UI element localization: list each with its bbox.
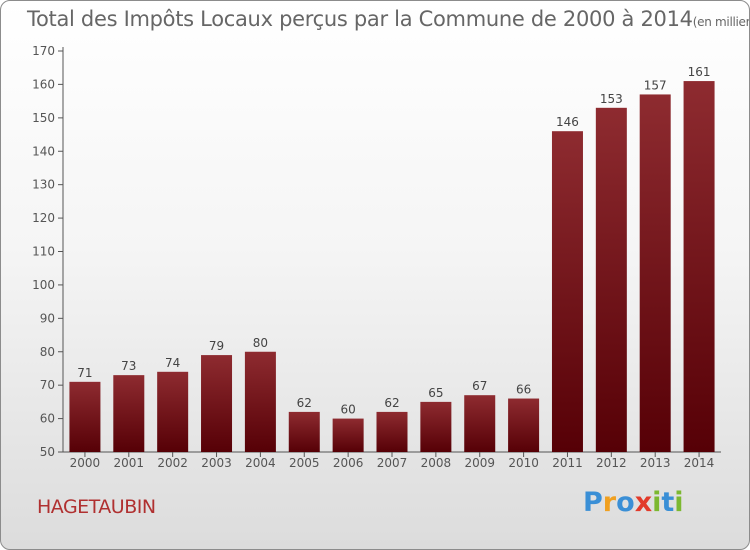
bar	[288, 411, 320, 452]
x-tick-label: 2000	[70, 456, 101, 470]
data-label: 153	[600, 92, 623, 106]
data-label: 65	[428, 386, 443, 400]
y-tick-label: 110	[32, 245, 55, 259]
y-tick-label: 120	[32, 211, 55, 225]
data-label: 62	[297, 396, 312, 410]
x-tick-label: 2013	[640, 456, 671, 470]
bar	[157, 371, 189, 452]
x-tick-label: 2002	[157, 456, 188, 470]
data-label: 74	[165, 356, 180, 370]
bar	[420, 401, 452, 452]
x-tick-label: 2001	[114, 456, 145, 470]
y-tick-label: 70	[40, 378, 55, 392]
bar	[244, 351, 276, 452]
y-tick-label: 60	[40, 412, 55, 426]
commune-name: HAGETAUBIN	[37, 496, 156, 518]
y-tick-label: 150	[32, 111, 55, 125]
bar	[113, 375, 145, 452]
x-tick-label: 2008	[421, 456, 452, 470]
y-tick-label: 130	[32, 178, 55, 192]
x-tick-label: 2006	[333, 456, 364, 470]
data-label: 80	[253, 336, 268, 350]
logo-letter: t	[661, 487, 675, 518]
data-label: 161	[688, 65, 711, 79]
bar	[332, 418, 364, 452]
logo-letter: r	[602, 487, 617, 518]
x-tick-label: 2010	[508, 456, 539, 470]
bar	[376, 411, 408, 452]
y-tick-label: 80	[40, 345, 55, 359]
y-tick-label: 100	[32, 278, 55, 292]
data-label: 146	[556, 115, 579, 129]
x-tick-label: 2009	[464, 456, 495, 470]
bar	[201, 355, 233, 452]
chart-subtitle: (en milliers d'€)	[692, 15, 750, 29]
bar	[464, 395, 496, 452]
chart-title-block: Total des Impôts Locaux perçus par la Co…	[27, 7, 750, 31]
bar	[683, 81, 715, 452]
plot-area: 50 60 70 80 90 100 110 120 130 140 150 160 170 71 2000…	[32, 44, 721, 470]
bar	[508, 398, 540, 452]
logo-letter: x	[634, 487, 653, 518]
y-tick-label: 90	[40, 311, 55, 325]
logo-letter: P	[583, 487, 603, 518]
y-tick-label: 170	[32, 44, 55, 58]
x-tick-label: 2007	[377, 456, 408, 470]
bar	[639, 94, 671, 453]
bar	[551, 131, 583, 452]
y-tick-label: 140	[32, 144, 55, 158]
data-label: 62	[384, 396, 399, 410]
bar	[595, 107, 627, 452]
logo-letter: o	[616, 487, 635, 518]
data-label: 67	[472, 379, 487, 393]
y-tick-label: 50	[40, 445, 55, 459]
x-tick-label: 2012	[596, 456, 627, 470]
data-label: 157	[644, 78, 667, 92]
x-tick-label: 2004	[245, 456, 276, 470]
x-tick-label: 2011	[552, 456, 583, 470]
x-tick-label: 2014	[684, 456, 715, 470]
bar	[69, 381, 101, 452]
data-label: 66	[516, 383, 531, 397]
logo-letter: i	[674, 487, 684, 518]
x-tick-label: 2005	[289, 456, 320, 470]
data-label: 60	[340, 403, 355, 417]
logo-letter: i	[652, 487, 662, 518]
x-tick-label: 2003	[201, 456, 232, 470]
data-label: 71	[77, 366, 92, 380]
data-label: 73	[121, 359, 136, 373]
y-tick-label: 160	[32, 77, 55, 91]
chart-title: Total des Impôts Locaux perçus par la Co…	[27, 7, 693, 31]
data-label: 79	[209, 339, 224, 353]
proxiti-logo[interactable]: Proxiti	[583, 487, 684, 518]
